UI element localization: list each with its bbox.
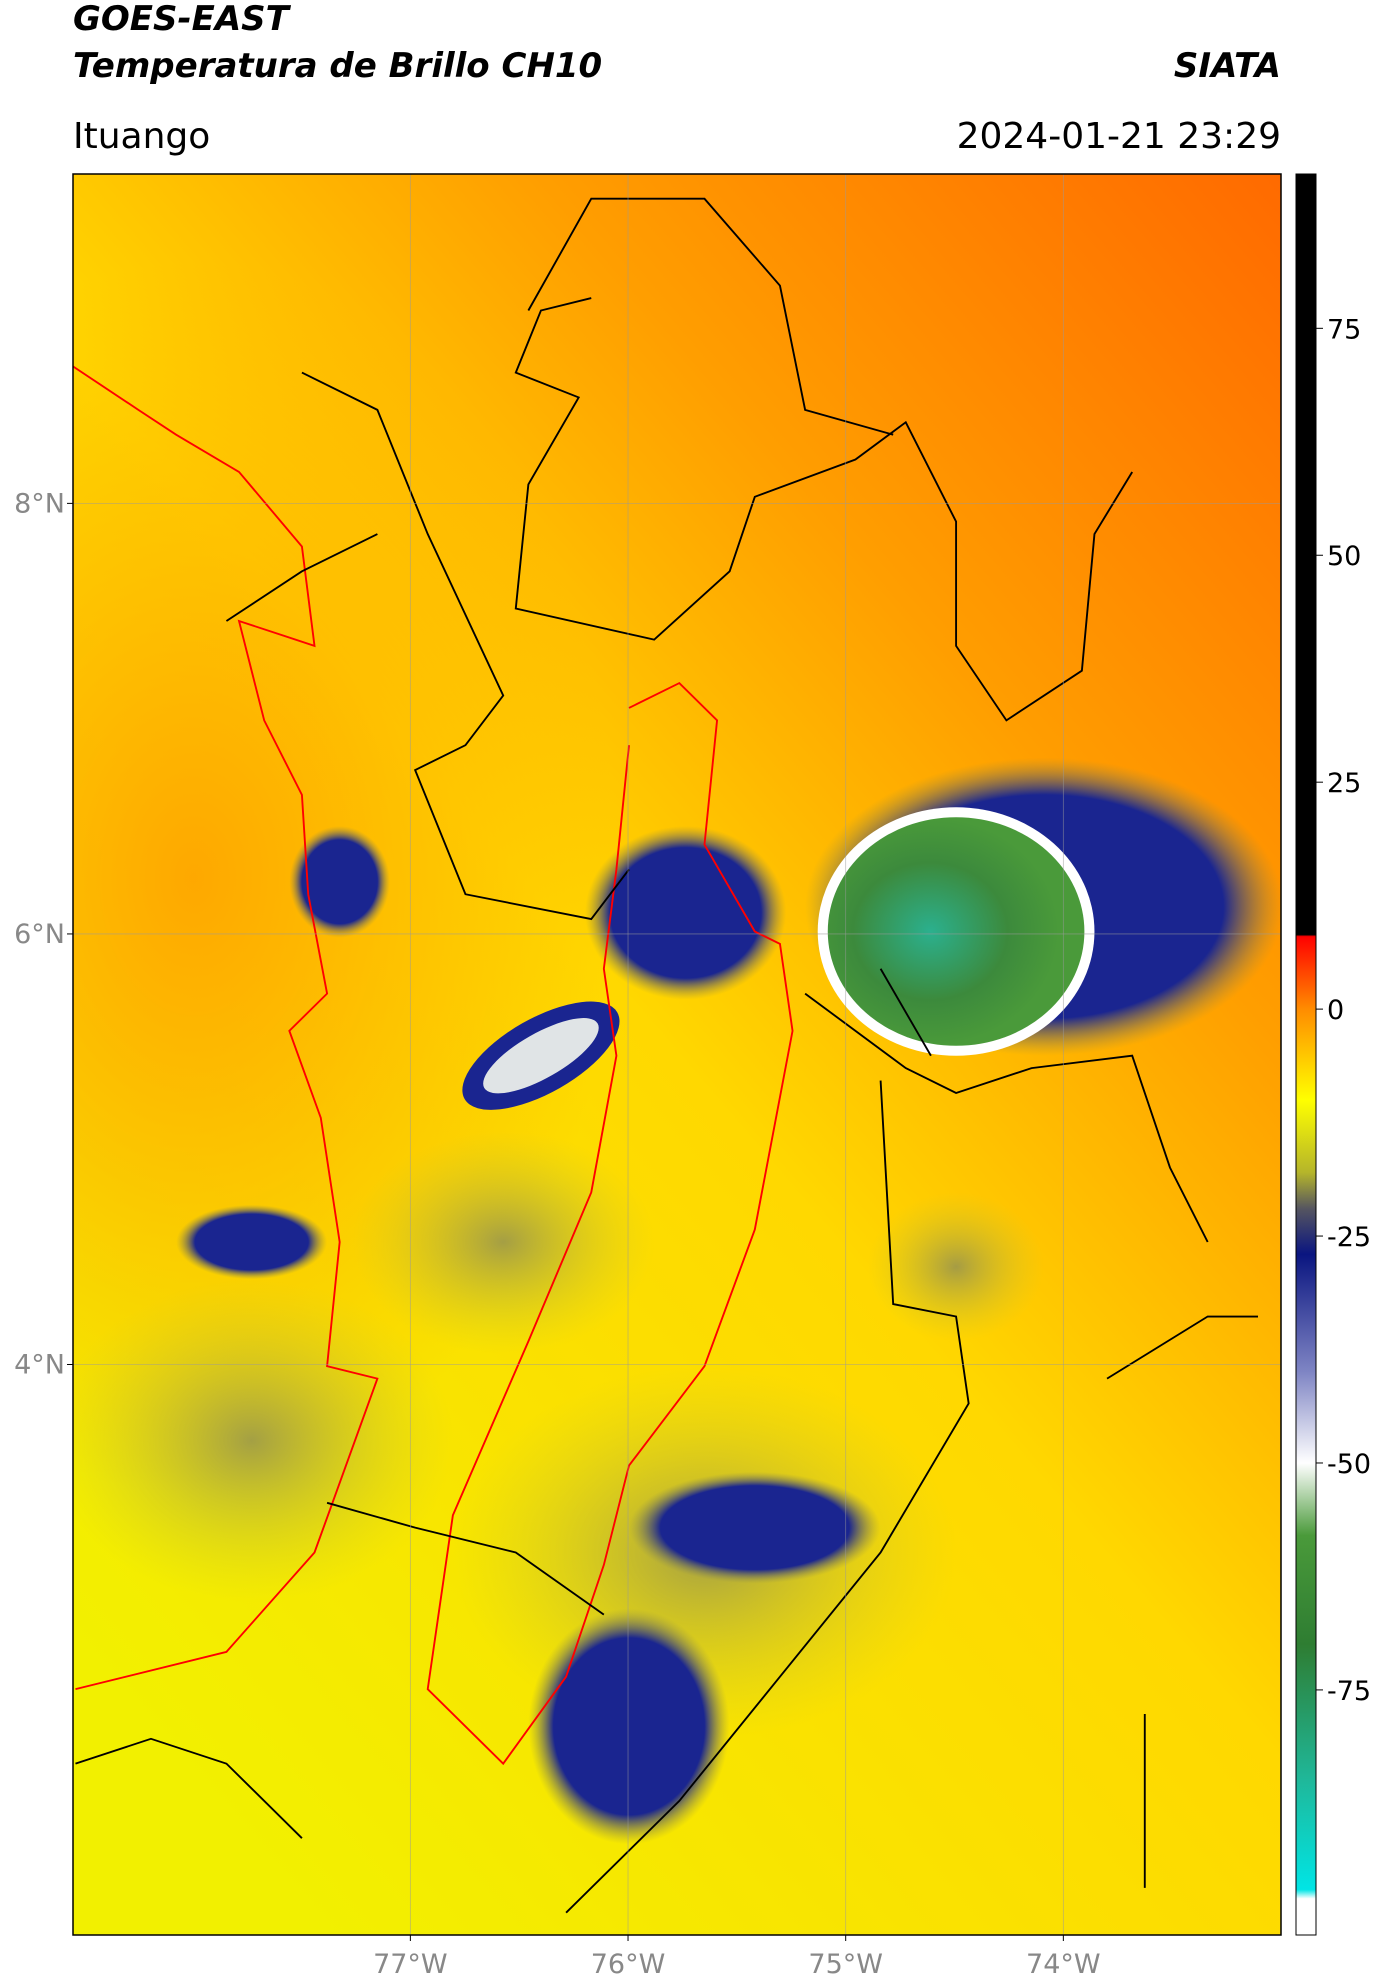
datetime: 2024-01-21 23:29 [957,116,1281,157]
subtitle: Temperatura de Brillo CH10 [73,46,602,86]
colorbar-tick-label: -75 [1327,1676,1371,1707]
x-tick-label: 76°W [591,1949,666,1980]
y-tick-label: 6°N [14,919,65,950]
colorbar-tick-label: -50 [1327,1449,1371,1480]
map-frame [72,173,1282,1936]
colorbar [1295,173,1317,1936]
colorbar-tick-label: 0 [1327,995,1344,1026]
x-tick-label: 77°W [373,1949,448,1980]
source: SIATA [1174,46,1281,86]
x-tick-label: 75°W [808,1949,883,1980]
y-tick-label: 8°N [14,488,65,519]
map-image [73,174,1281,1935]
y-tick-label: 4°N [14,1350,65,1381]
colorbar-tick-label: -25 [1327,1222,1371,1253]
colorbar-tick-label: 25 [1327,768,1361,799]
colorbar-tick-label: 75 [1327,314,1361,345]
x-tick-label: 74°W [1026,1949,1101,1980]
location: Ituango [73,116,210,157]
colorbar-tick-label: 50 [1327,541,1361,572]
title: GOES-EAST [73,0,292,39]
graticule [67,174,1281,1941]
